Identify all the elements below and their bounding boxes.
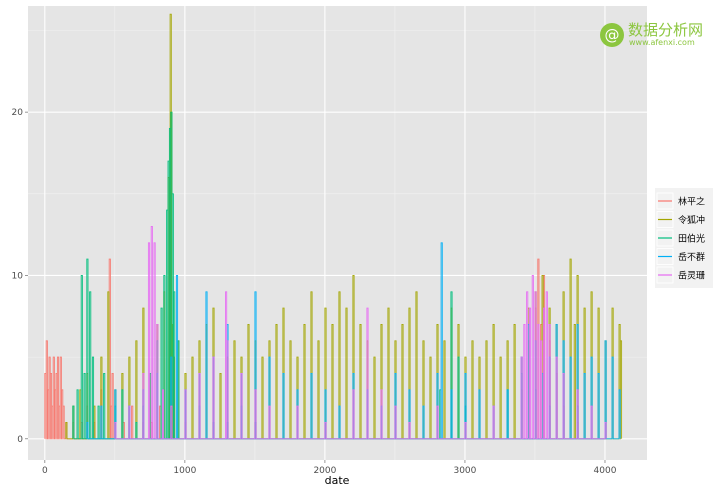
plot-panel xyxy=(28,6,647,460)
watermark: @ 数据分析网 www.afenxi.com xyxy=(598,19,716,53)
y-tick-label: 10 xyxy=(12,271,24,281)
legend-label: 令狐冲 xyxy=(678,214,705,226)
x-tick-label: 1000 xyxy=(173,466,196,476)
watermark-sub-text: www.afenxi.com xyxy=(629,38,695,47)
x-tick-label: 3000 xyxy=(453,466,476,476)
y-axis: 0 10 20 xyxy=(12,108,28,445)
x-tick-label: 4000 xyxy=(594,466,617,476)
y-tick-label: 20 xyxy=(12,108,24,118)
watermark-main-text: 数据分析网 xyxy=(628,21,704,39)
x-tick-label: 0 xyxy=(42,466,48,476)
x-axis: 0 1000 2000 3000 4000 xyxy=(42,460,617,476)
series-layer xyxy=(44,13,623,440)
legend-label: 林平之 xyxy=(678,196,705,208)
legend-label: 岳灵珊 xyxy=(678,270,705,282)
x-tick-label: 2000 xyxy=(313,466,336,476)
legend-label: 岳不群 xyxy=(678,251,705,263)
legend-label: 田伯光 xyxy=(678,233,705,245)
watermark-logo-icon: @ xyxy=(600,23,624,47)
y-tick-label: 0 xyxy=(17,435,23,445)
series-line-5 xyxy=(114,226,607,440)
grid-minor xyxy=(28,6,647,460)
x-axis-title: date xyxy=(325,474,350,485)
